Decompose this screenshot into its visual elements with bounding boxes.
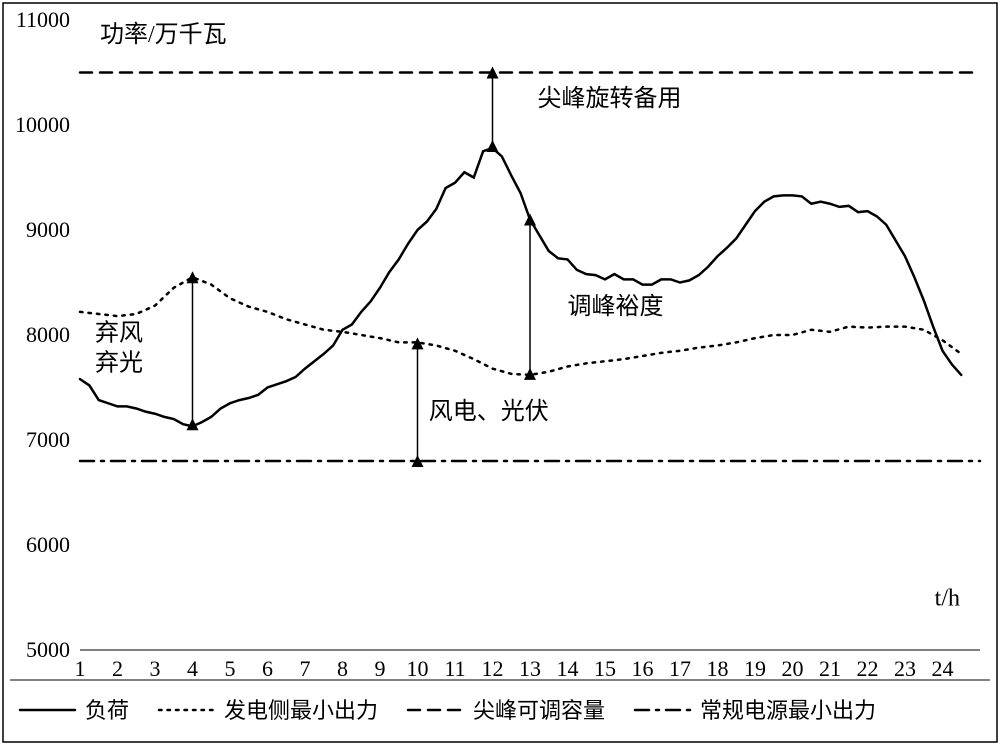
y-tick-label: 5000: [26, 637, 70, 662]
x-tick-label: 14: [557, 656, 579, 681]
legend-label: 尖峰可调容量: [473, 698, 605, 723]
x-tick-label: 15: [594, 656, 616, 681]
legend-label: 发电侧最小出力: [224, 698, 378, 723]
figure-border: [3, 3, 997, 742]
chart-svg: 500060007000800090001000011000功率/万千瓦1234…: [0, 0, 1000, 745]
annotation-label-wind-pv: 风电、光伏: [429, 398, 549, 425]
annotation-label-peak-reserve: 尖峰旋转备用: [538, 85, 682, 112]
annotation-label-curtailment: 弃光: [95, 349, 143, 376]
legend-label: 负荷: [85, 698, 129, 723]
x-tick-label: 12: [482, 656, 504, 681]
x-tick-label: 1: [75, 656, 86, 681]
y-tick-label: 11000: [16, 7, 70, 32]
annotation-label-peak-margin: 调峰裕度: [568, 293, 664, 320]
x-tick-label: 6: [262, 656, 273, 681]
x-tick-label: 16: [632, 656, 654, 681]
x-tick-label: 9: [375, 656, 386, 681]
x-tick-label: 13: [519, 656, 541, 681]
x-tick-label: 18: [707, 656, 729, 681]
x-tick-label: 4: [187, 656, 198, 681]
x-tick-label: 10: [407, 656, 429, 681]
y-tick-label: 8000: [26, 322, 70, 347]
x-tick-label: 3: [150, 656, 161, 681]
series-发电侧最小出力: [80, 277, 961, 375]
series-负荷: [80, 148, 961, 426]
x-tick-label: 2: [112, 656, 123, 681]
x-tick-label: 22: [857, 656, 879, 681]
x-axis-title: t/h: [935, 586, 960, 612]
x-tick-label: 7: [300, 656, 311, 681]
x-tick-label: 17: [669, 656, 691, 681]
x-tick-label: 19: [744, 656, 766, 681]
y-tick-label: 10000: [15, 112, 70, 137]
legend-label: 常规电源最小出力: [700, 698, 876, 723]
y-tick-label: 7000: [26, 427, 70, 452]
x-tick-label: 8: [337, 656, 348, 681]
annotation-label-curtailment: 弃风: [95, 319, 143, 346]
y-axis-title: 功率/万千瓦: [100, 21, 227, 48]
x-tick-label: 21: [819, 656, 841, 681]
x-tick-label: 24: [932, 656, 954, 681]
y-tick-label: 9000: [26, 217, 70, 242]
x-tick-label: 23: [894, 656, 916, 681]
power-chart: 500060007000800090001000011000功率/万千瓦1234…: [0, 0, 1000, 745]
x-tick-label: 11: [444, 656, 465, 681]
x-tick-label: 5: [225, 656, 236, 681]
y-tick-label: 6000: [26, 532, 70, 557]
x-tick-label: 20: [782, 656, 804, 681]
